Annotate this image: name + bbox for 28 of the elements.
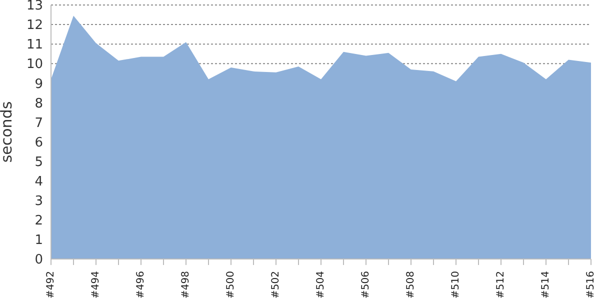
x-tick-label: #500 <box>226 271 236 298</box>
x-tick-label: #508 <box>406 271 416 298</box>
y-tick-label: 3 <box>34 194 43 209</box>
y-tick-label: 6 <box>34 135 43 150</box>
y-tick-label: 0 <box>34 252 43 268</box>
y-tick-label: 1 <box>34 233 43 248</box>
y-tick-label: 10 <box>26 57 43 72</box>
x-tick-label: #498 <box>180 271 192 298</box>
x-tick-label: #514 <box>540 271 552 298</box>
y-tick-label: 2 <box>34 214 43 229</box>
y-axis-title: seconds <box>0 101 16 163</box>
y-tick-label: 4 <box>34 174 43 190</box>
x-tick-label: #494 <box>90 271 102 298</box>
x-tick-label: #510 <box>450 271 462 298</box>
x-tick-label: #506 <box>360 271 372 298</box>
x-tick-label: #504 <box>316 271 326 298</box>
x-tick-label: #512 <box>496 271 506 298</box>
y-tick-label: 5 <box>34 154 43 170</box>
y-tick-label: 7 <box>34 116 43 131</box>
x-tick-label: #516 <box>586 271 596 298</box>
y-tick-label: 12 <box>26 18 43 34</box>
x-tick-label: #492 <box>46 271 56 298</box>
x-tick-label: #496 <box>136 271 146 298</box>
y-tick-label: 8 <box>34 96 43 112</box>
y-tick-label: 11 <box>26 38 43 53</box>
y-tick-label: 9 <box>34 76 43 92</box>
x-tick-label: #502 <box>270 271 282 298</box>
y-tick-label: 13 <box>26 0 43 14</box>
